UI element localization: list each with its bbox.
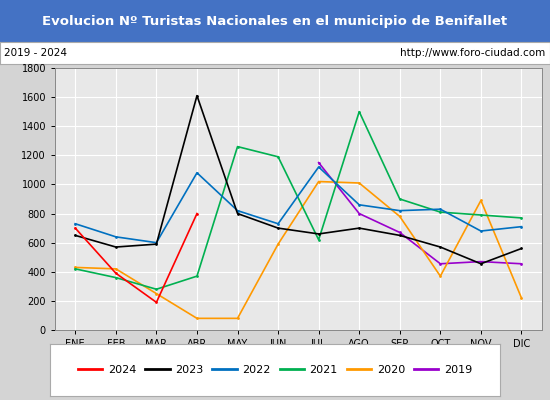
Text: http://www.foro-ciudad.com: http://www.foro-ciudad.com xyxy=(400,48,546,58)
Text: 2019 - 2024: 2019 - 2024 xyxy=(4,48,68,58)
Legend: 2024, 2023, 2022, 2021, 2020, 2019: 2024, 2023, 2022, 2021, 2020, 2019 xyxy=(74,360,476,380)
Text: Evolucion Nº Turistas Nacionales en el municipio de Benifallet: Evolucion Nº Turistas Nacionales en el m… xyxy=(42,14,508,28)
